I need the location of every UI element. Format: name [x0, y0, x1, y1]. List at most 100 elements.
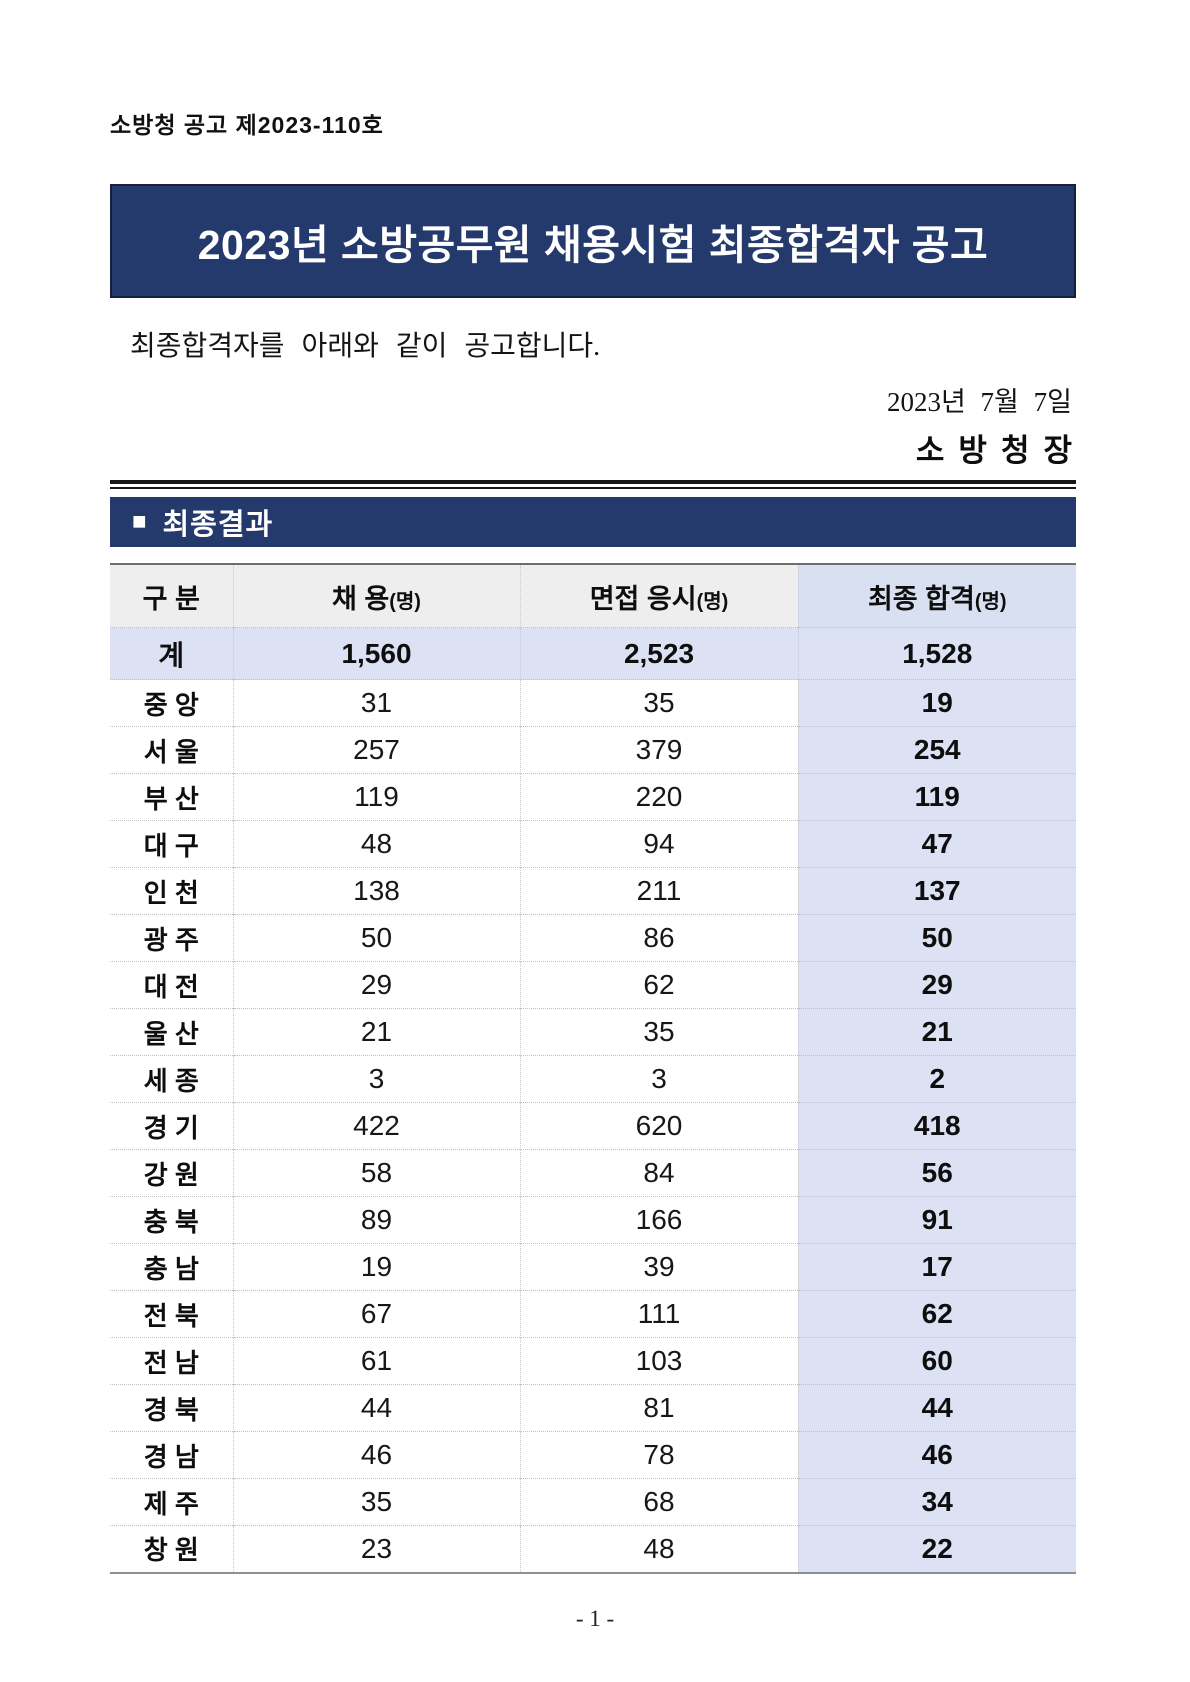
value-cell: 418	[797, 1102, 1076, 1150]
table-row: 창 원 23 48 22	[110, 1525, 1076, 1573]
table-row: 울 산 21 35 21	[110, 1008, 1076, 1056]
section-bullet-icon: ■	[132, 508, 147, 535]
value-cell: 31	[232, 679, 520, 727]
value-cell: 119	[232, 773, 520, 821]
value-cell: 35	[519, 679, 798, 727]
double-rule	[110, 480, 1076, 489]
table-row: 부 산 119 220 119	[110, 773, 1076, 821]
value-cell: 60	[797, 1337, 1076, 1385]
value-cell: 62	[519, 961, 798, 1009]
value-cell: 58	[232, 1149, 520, 1197]
total-row: 계 1,560 2,523 1,528	[110, 627, 1076, 680]
table-row: 경 남 46 78 46	[110, 1431, 1076, 1479]
results-table-body: 계 1,560 2,523 1,528 중 앙 31 35 19 서 울 257 379 254 부 산…	[110, 627, 1076, 1573]
value-cell: 137	[797, 867, 1076, 915]
row-label-cell: 충 북	[110, 1196, 233, 1244]
value-cell: 1,528	[797, 627, 1076, 680]
value-cell: 50	[797, 914, 1076, 962]
row-label-cell: 경 북	[110, 1384, 233, 1432]
value-cell: 422	[232, 1102, 520, 1150]
value-cell: 35	[232, 1478, 520, 1526]
table-row: 대 구 48 94 47	[110, 820, 1076, 868]
value-cell: 44	[797, 1384, 1076, 1432]
table-row: 중 앙 31 35 19	[110, 679, 1076, 727]
row-label-cell: 광 주	[110, 914, 233, 962]
table-row: 전 남 61 103 60	[110, 1337, 1076, 1385]
value-cell: 48	[519, 1525, 798, 1573]
table-row: 인 천 138 211 137	[110, 867, 1076, 915]
intro-text: 최종합격자를 아래와 같이 공고합니다.	[130, 331, 601, 362]
value-cell: 47	[797, 820, 1076, 868]
document-content: 소방청 공고 제2023-110호 2023년 소방공무원 채용시험 최종합격자…	[110, 0, 1076, 1574]
value-cell: 78	[519, 1431, 798, 1479]
header-cell: 최종 합격(명)	[797, 564, 1076, 628]
date-line: 2023년 7월 7일	[886, 387, 1072, 417]
title-banner: 2023년 소방공무원 채용시험 최종합격자 공고	[110, 184, 1076, 298]
section-header-band: ■ 최종결과	[110, 497, 1076, 547]
doc-number: 소방청 공고 제2023-110호	[110, 112, 384, 138]
value-cell: 67	[232, 1290, 520, 1338]
value-cell: 211	[519, 867, 798, 915]
table-row: 대 전 29 62 29	[110, 961, 1076, 1009]
value-cell: 119	[797, 773, 1076, 821]
row-label-cell: 강 원	[110, 1149, 233, 1197]
row-label-cell: 부 산	[110, 773, 233, 821]
value-cell: 17	[797, 1243, 1076, 1291]
value-cell: 21	[797, 1008, 1076, 1056]
value-cell: 19	[232, 1243, 520, 1291]
row-label-cell: 제 주	[110, 1478, 233, 1526]
value-cell: 91	[797, 1196, 1076, 1244]
header-cell: 채 용(명)	[232, 564, 520, 628]
value-cell: 44	[232, 1384, 520, 1432]
table-row: 강 원 58 84 56	[110, 1149, 1076, 1197]
value-cell: 111	[519, 1290, 798, 1338]
value-cell: 29	[232, 961, 520, 1009]
row-label-cell: 대 전	[110, 961, 233, 1009]
row-label-cell: 경 기	[110, 1102, 233, 1150]
value-cell: 39	[519, 1243, 798, 1291]
value-cell: 220	[519, 773, 798, 821]
value-cell: 2,523	[519, 627, 798, 680]
value-cell: 1,560	[232, 627, 520, 680]
row-label-cell: 서 울	[110, 726, 233, 774]
row-label-cell: 세 종	[110, 1055, 233, 1103]
value-cell: 46	[232, 1431, 520, 1479]
row-label-cell: 인 천	[110, 867, 233, 915]
value-cell: 48	[232, 820, 520, 868]
value-cell: 34	[797, 1478, 1076, 1526]
value-cell: 138	[232, 867, 520, 915]
value-cell: 620	[519, 1102, 798, 1150]
value-cell: 81	[519, 1384, 798, 1432]
value-cell: 2	[797, 1055, 1076, 1103]
document-title: 2023년 소방공무원 채용시험 최종합격자 공고	[197, 222, 989, 268]
value-cell: 166	[519, 1196, 798, 1244]
value-cell: 19	[797, 679, 1076, 727]
value-cell: 21	[232, 1008, 520, 1056]
value-cell: 254	[797, 726, 1076, 774]
table-row: 전 북 67 111 62	[110, 1290, 1076, 1338]
value-cell: 29	[797, 961, 1076, 1009]
value-cell: 35	[519, 1008, 798, 1056]
row-label-cell: 전 남	[110, 1337, 233, 1385]
page-number: - 1 -	[575, 1606, 615, 1631]
value-cell: 56	[797, 1149, 1076, 1197]
value-cell: 23	[232, 1525, 520, 1573]
value-cell: 50	[232, 914, 520, 962]
row-label-cell: 창 원	[110, 1525, 233, 1573]
table-row: 경 북 44 81 44	[110, 1384, 1076, 1432]
row-label-cell: 중 앙	[110, 679, 233, 727]
value-cell: 46	[797, 1431, 1076, 1479]
value-cell: 3	[519, 1055, 798, 1103]
table-row: 충 북 89 166 91	[110, 1196, 1076, 1244]
value-cell: 86	[519, 914, 798, 962]
value-cell: 62	[797, 1290, 1076, 1338]
value-cell: 103	[519, 1337, 798, 1385]
value-cell: 94	[519, 820, 798, 868]
row-label-cell: 대 구	[110, 820, 233, 868]
row-label-cell: 충 남	[110, 1243, 233, 1291]
value-cell: 22	[797, 1525, 1076, 1573]
value-cell: 68	[519, 1478, 798, 1526]
